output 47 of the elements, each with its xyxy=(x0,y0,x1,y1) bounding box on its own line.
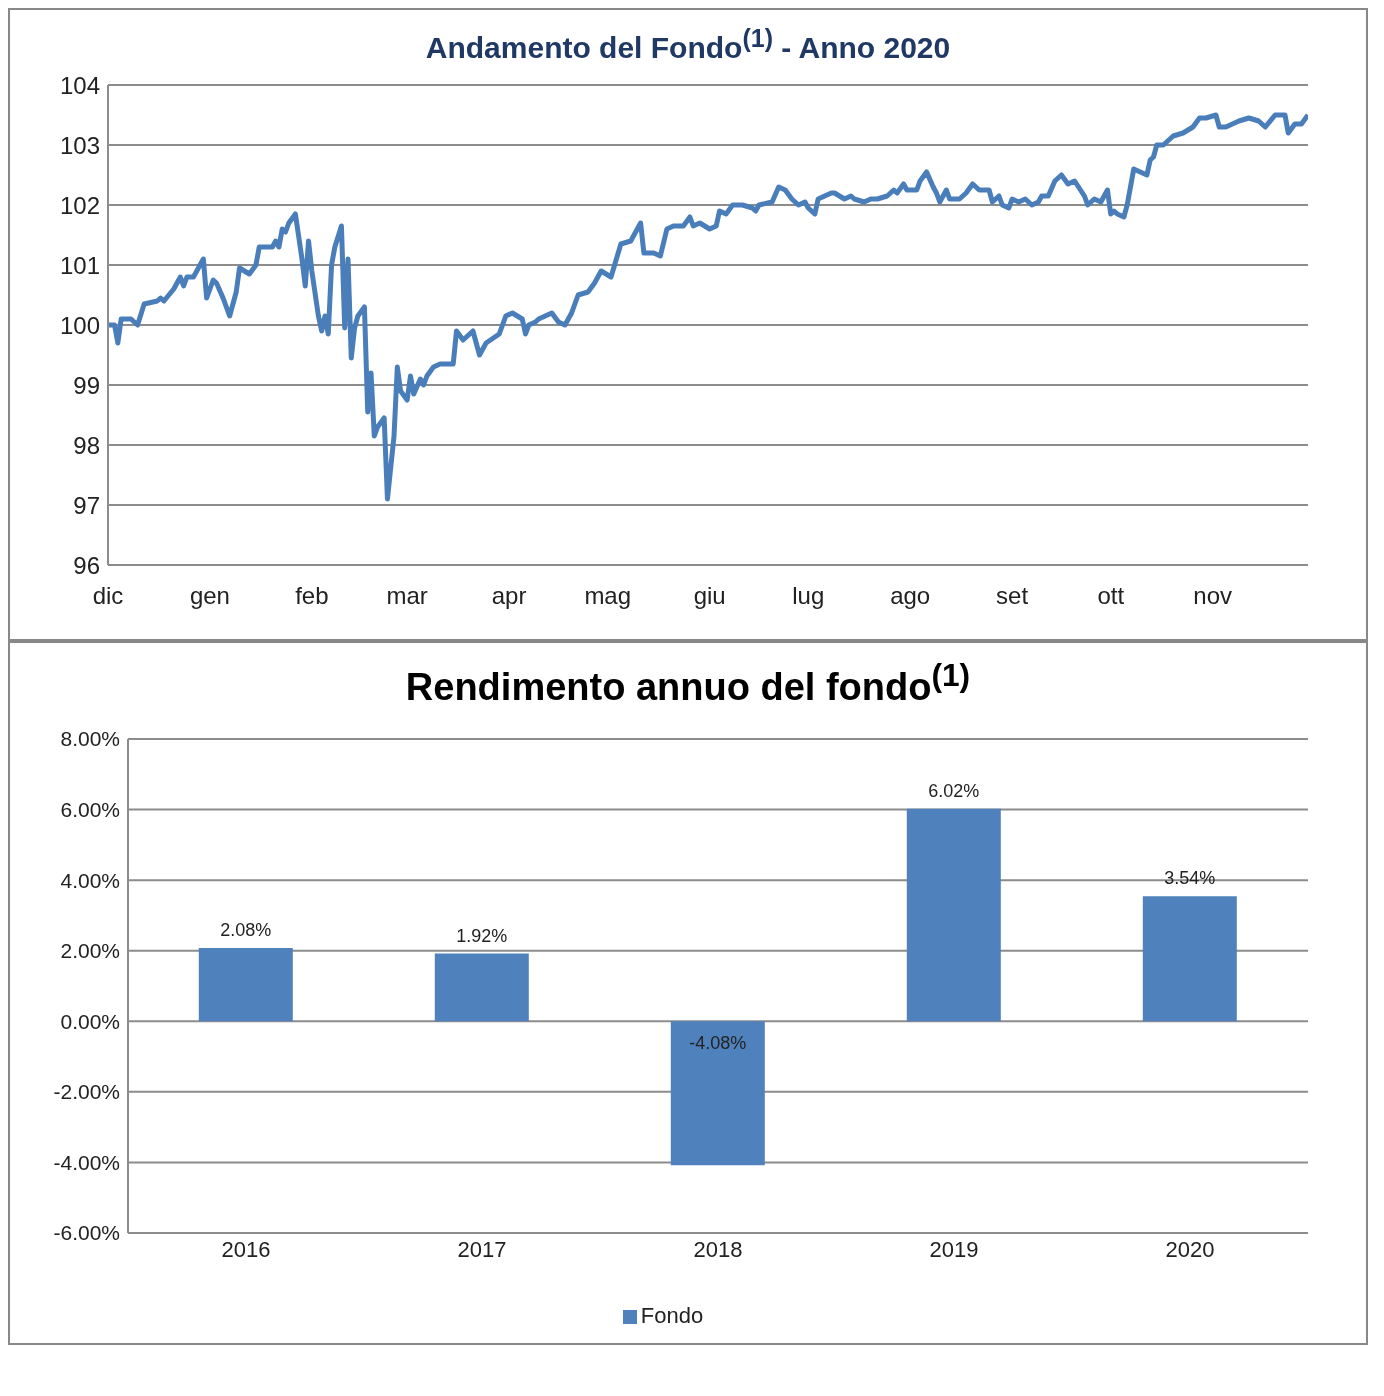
x-tick-label: nov xyxy=(1193,582,1233,610)
x-tick-label: lug xyxy=(792,582,825,610)
bar xyxy=(906,808,1001,1021)
y-tick-label: 6.00% xyxy=(60,797,120,821)
data-label: 2.08% xyxy=(220,919,272,940)
bar xyxy=(670,1020,765,1165)
y-tick-label: 100 xyxy=(59,311,100,339)
y-tick-label: 2.00% xyxy=(60,938,120,962)
y-tick-label: 104 xyxy=(59,71,100,99)
y-tick-label: 99 xyxy=(73,371,100,399)
x-tick-label: mag xyxy=(584,582,632,610)
x-tick-label: 2016 xyxy=(221,1236,271,1262)
y-tick-label: 8.00% xyxy=(60,727,120,751)
x-tick-label: 2017 xyxy=(457,1236,507,1262)
chart-title: Rendimento annuo del fondo$^{(1)}$ xyxy=(404,657,972,709)
y-tick-label: 98 xyxy=(73,431,100,459)
y-tick-label: 101 xyxy=(59,251,100,279)
y-tick-label: 102 xyxy=(59,191,100,219)
data-label: 3.54% xyxy=(1164,868,1216,889)
data-label: -4.08% xyxy=(689,1032,747,1053)
y-tick-label: 4.00% xyxy=(60,868,120,892)
chart-title: Andamento del Fondo$^{(1)}$ - Anno 2020 xyxy=(424,24,952,65)
x-tick-label: apr xyxy=(491,582,527,610)
data-label: 1.92% xyxy=(456,925,508,946)
bar xyxy=(1142,896,1237,1021)
x-tick-label: ago xyxy=(890,582,931,610)
data-label: 6.02% xyxy=(928,780,980,801)
y-tick-label: 97 xyxy=(73,491,100,519)
x-tick-label: 2020 xyxy=(1165,1236,1215,1262)
y-tick-label: -6.00% xyxy=(53,1221,120,1245)
y-tick-label: -4.00% xyxy=(53,1150,120,1174)
y-tick-label: 96 xyxy=(73,551,100,579)
x-tick-label: gen xyxy=(189,582,230,610)
x-tick-label: dic xyxy=(92,582,124,610)
x-tick-label: set xyxy=(996,582,1029,610)
x-tick-label: ott xyxy=(1097,582,1125,610)
x-tick-label: giu xyxy=(693,582,726,610)
y-tick-label: 0.00% xyxy=(60,1009,120,1033)
x-tick-label: 2019 xyxy=(929,1236,979,1262)
y-tick-label: 103 xyxy=(59,131,100,159)
legend-label: Fondo xyxy=(640,1302,704,1328)
bar xyxy=(434,953,529,1021)
x-tick-label: feb xyxy=(295,582,329,610)
bar xyxy=(198,947,293,1021)
y-tick-label: -2.00% xyxy=(53,1079,120,1103)
x-tick-label: mar xyxy=(386,582,428,610)
x-tick-label: 2018 xyxy=(693,1236,743,1262)
